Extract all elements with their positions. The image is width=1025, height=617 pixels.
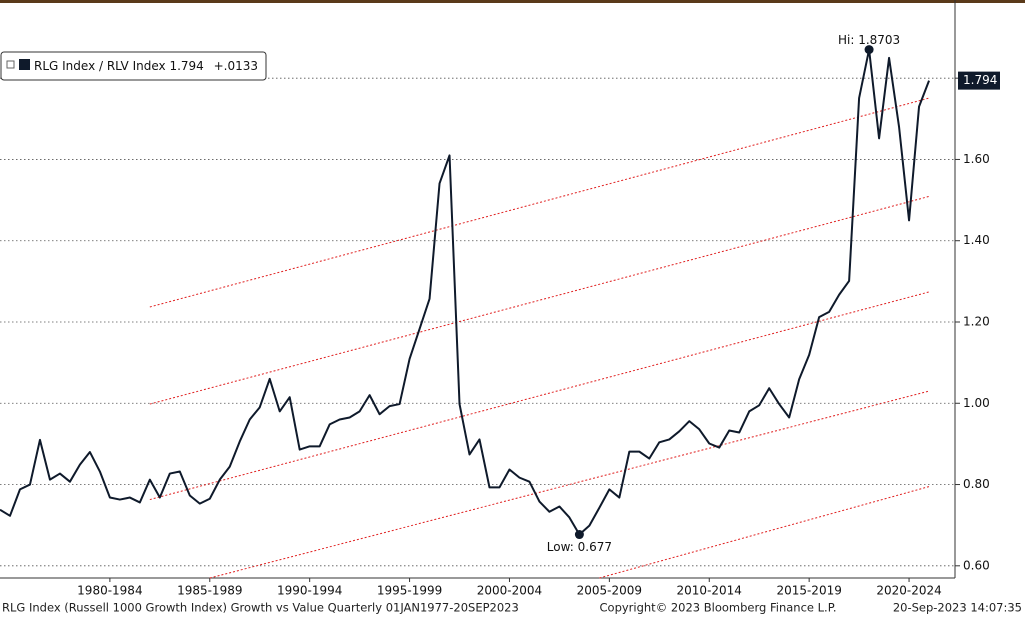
legend-box xyxy=(0,51,267,81)
footer-right: 20-Sep-2023 14:07:35 xyxy=(893,601,1022,615)
trend-line xyxy=(149,195,930,405)
x-tick-label: 2010-2014 xyxy=(677,584,742,598)
legend-swatch xyxy=(19,59,30,70)
annotation-marker xyxy=(574,530,584,540)
footer-center: Copyright© 2023 Bloomberg Finance L.P. xyxy=(600,601,837,615)
annotation-label: Hi: 1.8703 xyxy=(838,33,900,47)
x-tick-label: 1980-1984 xyxy=(77,584,142,598)
legend-text: RLG Index / RLV Index 1.794 +.0133 xyxy=(34,59,258,73)
trend-line xyxy=(599,486,930,579)
x-tick-label: 2005-2009 xyxy=(577,584,642,598)
annotation-marker xyxy=(864,45,874,55)
x-tick-label: 2020-2024 xyxy=(876,584,941,598)
data-line xyxy=(0,48,930,536)
y-tick-label: 1.20 xyxy=(963,314,990,328)
legend-series-name: RLG Index / RLV Index xyxy=(34,59,166,73)
trend-line xyxy=(149,97,930,308)
footer-left: RLG Index (Russell 1000 Growth Index) Gr… xyxy=(2,601,519,615)
trend-line xyxy=(149,291,930,501)
x-tick-label: 1990-1994 xyxy=(277,584,342,598)
last-value-tag xyxy=(958,71,1000,90)
y-tick-label: 0.80 xyxy=(963,477,990,491)
x-tick-label: 1985-1989 xyxy=(177,584,242,598)
legend-expand-icon xyxy=(6,60,15,69)
x-tick-label: 1995-1999 xyxy=(377,584,442,598)
legend-change: +.0133 xyxy=(214,59,258,73)
x-tick-label: 2000-2004 xyxy=(477,584,542,598)
last-value-label: 1.794 xyxy=(963,73,997,87)
y-tick-label: 1.60 xyxy=(963,152,990,166)
y-tick-label: 0.60 xyxy=(963,558,990,572)
top-border xyxy=(0,0,1025,3)
y-tick-label: 1.40 xyxy=(963,233,990,247)
x-tick-label: 2015-2019 xyxy=(776,584,841,598)
y-tick-label: 1.00 xyxy=(963,396,990,410)
legend: RLG Index / RLV Index 1.794 +.0133 xyxy=(0,51,267,81)
annotation-label: Low: 0.677 xyxy=(547,540,612,554)
legend-last-value: 1.794 xyxy=(169,59,203,73)
